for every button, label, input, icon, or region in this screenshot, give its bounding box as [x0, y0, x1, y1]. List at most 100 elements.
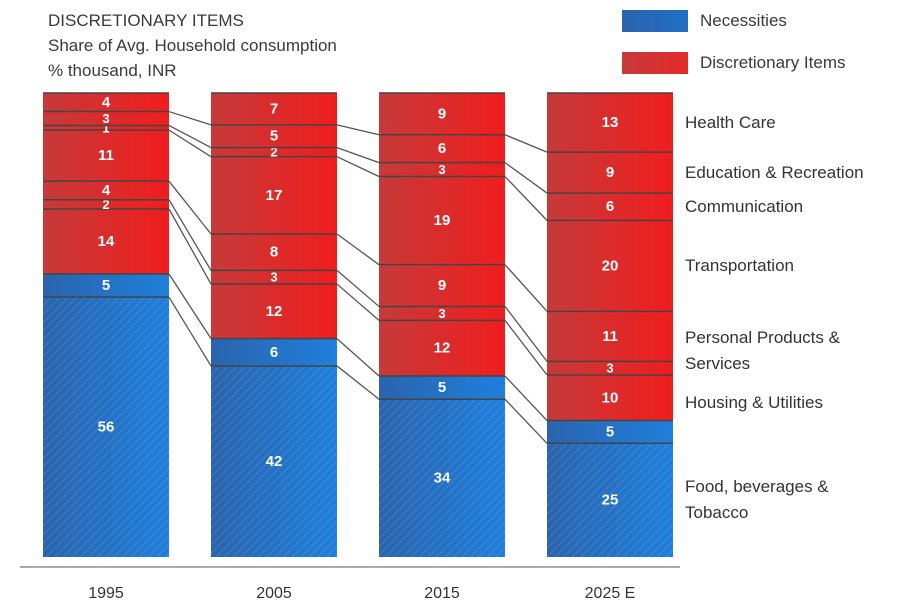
data-label: 3	[102, 111, 109, 126]
bar-segment	[379, 306, 505, 321]
connector-line	[336, 146, 380, 164]
connector-line	[336, 283, 380, 321]
segment-label-right: Health Care	[685, 112, 776, 132]
bar-segment	[43, 273, 169, 298]
connector-line	[504, 375, 548, 421]
data-label: 3	[606, 361, 613, 376]
bar-segment	[379, 134, 505, 163]
category-label: 1995	[88, 585, 124, 602]
data-label: 10	[602, 389, 619, 406]
data-label: 9	[438, 105, 446, 122]
data-label: 7	[270, 100, 278, 117]
legend: Necessities Discretionary Items	[622, 8, 845, 92]
data-label: 4	[102, 182, 111, 199]
bar-segment	[547, 420, 673, 444]
legend-item-necessities: Necessities	[622, 8, 845, 34]
bar-segment	[43, 130, 169, 182]
segment-label-right: Education & Recreation	[685, 162, 864, 182]
connector-line	[336, 156, 380, 178]
bar-segment	[547, 361, 673, 376]
bar-segment-texture	[379, 399, 505, 557]
data-label: 2	[102, 197, 109, 212]
bar-segment	[547, 93, 673, 153]
bar-segment	[43, 199, 169, 209]
segment-label-right: Transportation	[685, 255, 794, 275]
legend-label-necessities: Necessities	[700, 11, 787, 30]
category-label: 2005	[256, 585, 292, 602]
connector-line	[168, 208, 212, 285]
bar-segment	[211, 156, 337, 235]
data-label: 25	[602, 492, 619, 509]
connector-line	[168, 296, 212, 367]
bar-segment	[547, 220, 673, 312]
data-label: 5	[270, 128, 278, 145]
connector-line	[336, 124, 380, 136]
bar-segment	[547, 311, 673, 362]
bar-segment	[547, 152, 673, 194]
bar-segment	[211, 124, 337, 148]
connector-line	[168, 124, 212, 149]
connector-line	[168, 129, 212, 158]
data-label: 6	[438, 140, 446, 157]
bar-segment	[43, 93, 169, 112]
category-labels: 1995 2005 2015 2025 E	[88, 585, 635, 602]
segment-label-right: Food, beverages & Tobacco	[685, 477, 829, 523]
category-label: 2015	[424, 585, 460, 602]
chart-title-line: DISCRETIONARY ITEMS	[48, 11, 244, 30]
chart-subtitle-line: Share of Avg. Household consumption	[48, 36, 337, 55]
bar-segment	[379, 162, 505, 177]
bar-segment	[379, 376, 505, 400]
segment-label-right: Communication	[685, 196, 804, 216]
data-label: 17	[266, 187, 283, 204]
bar-segment	[43, 125, 169, 131]
data-label: 56	[98, 419, 115, 436]
bar-segment	[211, 93, 337, 125]
data-label: 4	[102, 94, 111, 111]
bar-segment	[211, 284, 337, 339]
bar-segment	[547, 375, 673, 421]
connector-line	[504, 176, 548, 221]
connector-line	[504, 264, 548, 312]
connector-line	[336, 269, 380, 307]
data-label: 11	[98, 147, 114, 164]
legend-label-discretionary: Discretionary Items	[700, 53, 846, 72]
data-label: 12	[434, 340, 451, 357]
bar-segment	[379, 176, 505, 265]
data-label: 34	[434, 470, 451, 487]
connector-line	[168, 273, 212, 340]
data-label: 3	[438, 162, 445, 177]
data-label: 2	[270, 145, 277, 160]
bar-segment-texture	[43, 297, 169, 557]
bar-segment	[211, 147, 337, 157]
bars: 5651424111344261238172573451239193692551…	[43, 92, 673, 557]
data-label: 20	[602, 257, 619, 274]
data-label: 8	[270, 244, 278, 261]
bar-segment	[211, 234, 337, 271]
bar-segment	[211, 338, 337, 366]
segment-label-right: Personal Products & Services	[685, 328, 840, 374]
connector-line	[504, 162, 548, 194]
data-label: 6	[270, 344, 278, 361]
segment-label-right: Housing & Utilities	[685, 393, 823, 413]
connector-line	[168, 199, 212, 271]
data-label: 14	[98, 233, 115, 250]
data-label: 42	[266, 453, 283, 470]
data-label: 5	[438, 379, 446, 396]
bar-segment	[379, 93, 505, 135]
bar-segment	[379, 264, 505, 307]
data-label: 9	[438, 277, 446, 294]
connector-line	[504, 319, 548, 376]
chart-title: DISCRETIONARY ITEMS Share of Avg. Househ…	[48, 8, 337, 83]
data-label: 13	[602, 114, 619, 131]
data-label: 19	[434, 212, 451, 229]
data-label: 11	[602, 328, 618, 345]
connector-line	[504, 134, 548, 153]
connector-lines	[168, 110, 548, 444]
data-label: 9	[606, 164, 614, 181]
data-label: 12	[266, 303, 283, 320]
data-label: 6	[606, 198, 614, 215]
bar-segment-texture	[547, 443, 673, 557]
data-label: 3	[270, 270, 277, 285]
connector-line	[336, 365, 380, 400]
